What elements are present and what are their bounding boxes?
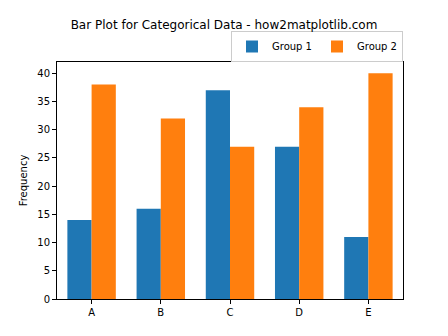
svg-text:D: D <box>295 307 303 318</box>
svg-text:35: 35 <box>37 96 50 107</box>
svg-text:B: B <box>157 307 164 318</box>
svg-text:40: 40 <box>37 68 50 79</box>
svg-text:Bar Plot for Categorical Data: Bar Plot for Categorical Data - how2matp… <box>71 18 378 32</box>
svg-text:5: 5 <box>44 265 50 276</box>
svg-text:E: E <box>365 307 371 318</box>
svg-text:0: 0 <box>44 294 50 305</box>
svg-text:25: 25 <box>37 152 50 163</box>
svg-text:10: 10 <box>37 237 50 248</box>
svg-text:20: 20 <box>37 181 50 192</box>
svg-text:15: 15 <box>37 209 50 220</box>
svg-text:Group 1: Group 1 <box>272 41 312 52</box>
svg-text:Group 2: Group 2 <box>357 41 397 52</box>
svg-text:A: A <box>88 307 95 318</box>
svg-text:C: C <box>227 307 234 318</box>
svg-text:Frequency: Frequency <box>18 155 29 207</box>
svg-text:30: 30 <box>37 124 50 135</box>
